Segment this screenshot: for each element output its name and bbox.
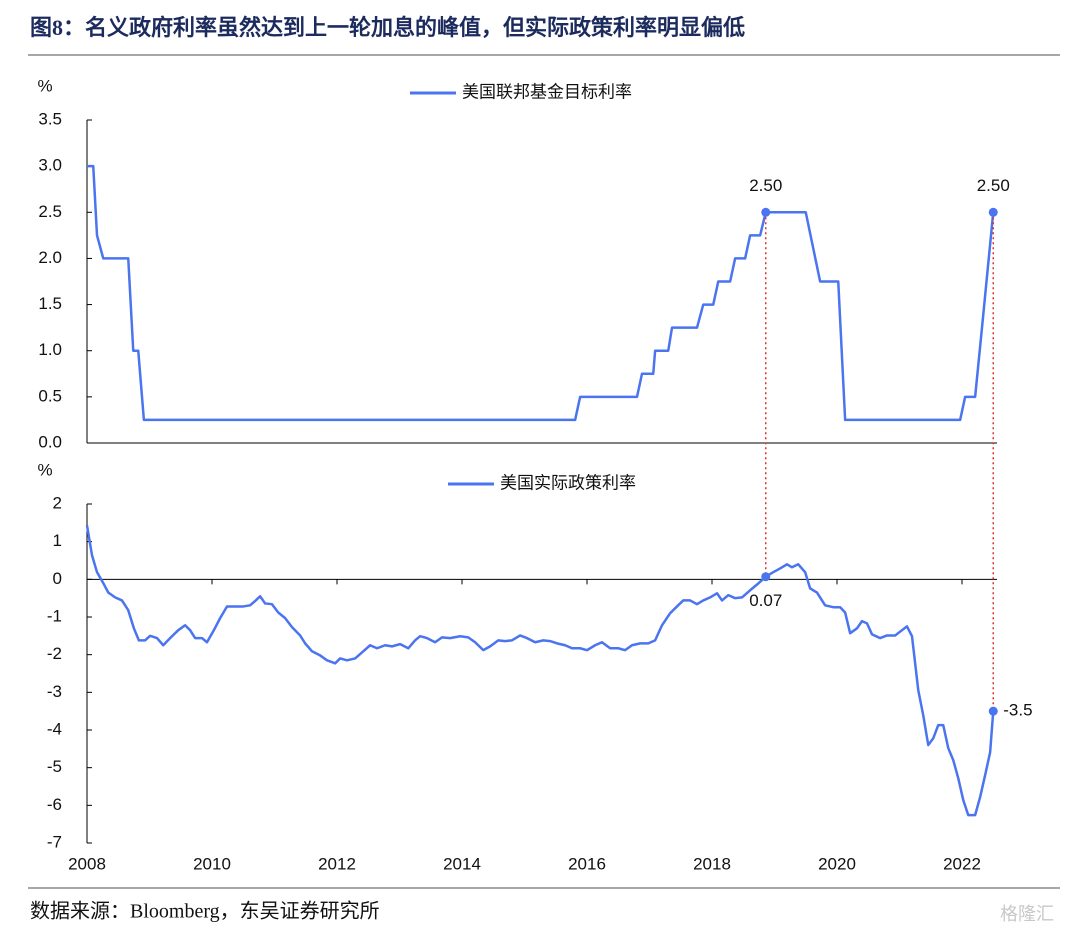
annotation-point xyxy=(761,207,771,217)
y-tick-label: -7 xyxy=(47,832,62,851)
x-tick-label: 2022 xyxy=(943,854,981,873)
y-tick-label: -1 xyxy=(47,606,62,625)
y-axis-label: % xyxy=(37,76,52,95)
x-tick-label: 2008 xyxy=(68,854,106,873)
x-tick-label: 2012 xyxy=(318,854,356,873)
legend-label: 美国联邦基金目标利率 xyxy=(462,82,632,101)
annotation-point xyxy=(761,572,771,582)
annotation-label: 2.50 xyxy=(977,176,1010,195)
y-tick-label: -4 xyxy=(47,719,62,738)
annotation-label: 0.07 xyxy=(749,591,782,610)
annotation-label: -3.5 xyxy=(1003,701,1032,720)
y-tick-label: -6 xyxy=(47,795,62,814)
y-tick-label: 0.5 xyxy=(38,386,62,405)
y-tick-label: 2.0 xyxy=(38,248,62,267)
chart-title: 图8：名义政府利率虽然达到上一轮加息的峰值，但实际政策利率明显偏低 xyxy=(30,15,745,40)
y-tick-label: -3 xyxy=(47,682,62,701)
legend-label: 美国实际政策利率 xyxy=(500,473,636,492)
y-tick-label: 3.5 xyxy=(38,109,62,128)
y-tick-label: 1 xyxy=(53,531,62,550)
annotation-label: 2.50 xyxy=(749,176,782,195)
y-tick-label: 0 xyxy=(53,569,62,588)
y-tick-label: -5 xyxy=(47,757,62,776)
x-tick-label: 2018 xyxy=(693,854,731,873)
y-tick-label: 1.5 xyxy=(38,294,62,313)
x-tick-label: 2010 xyxy=(193,854,231,873)
annotation-point xyxy=(988,207,998,217)
y-tick-label: 2 xyxy=(53,493,62,512)
x-tick-label: 2016 xyxy=(568,854,606,873)
series-line xyxy=(85,525,995,817)
y-tick-label: 3.0 xyxy=(38,156,62,175)
y-tick-label: 2.5 xyxy=(38,202,62,221)
y-axis-label: % xyxy=(37,460,52,479)
annotation-point xyxy=(988,706,998,716)
x-tick-label: 2014 xyxy=(443,854,481,873)
series-line xyxy=(87,164,995,422)
y-tick-label: -2 xyxy=(47,644,62,663)
x-tick-label: 2020 xyxy=(818,854,856,873)
y-tick-label: 0.0 xyxy=(38,432,62,451)
y-tick-label: 1.0 xyxy=(38,340,62,359)
source: 数据来源：Bloomberg，东吴证券研究所 xyxy=(30,900,380,923)
watermark: 格隆汇 xyxy=(1000,904,1054,924)
